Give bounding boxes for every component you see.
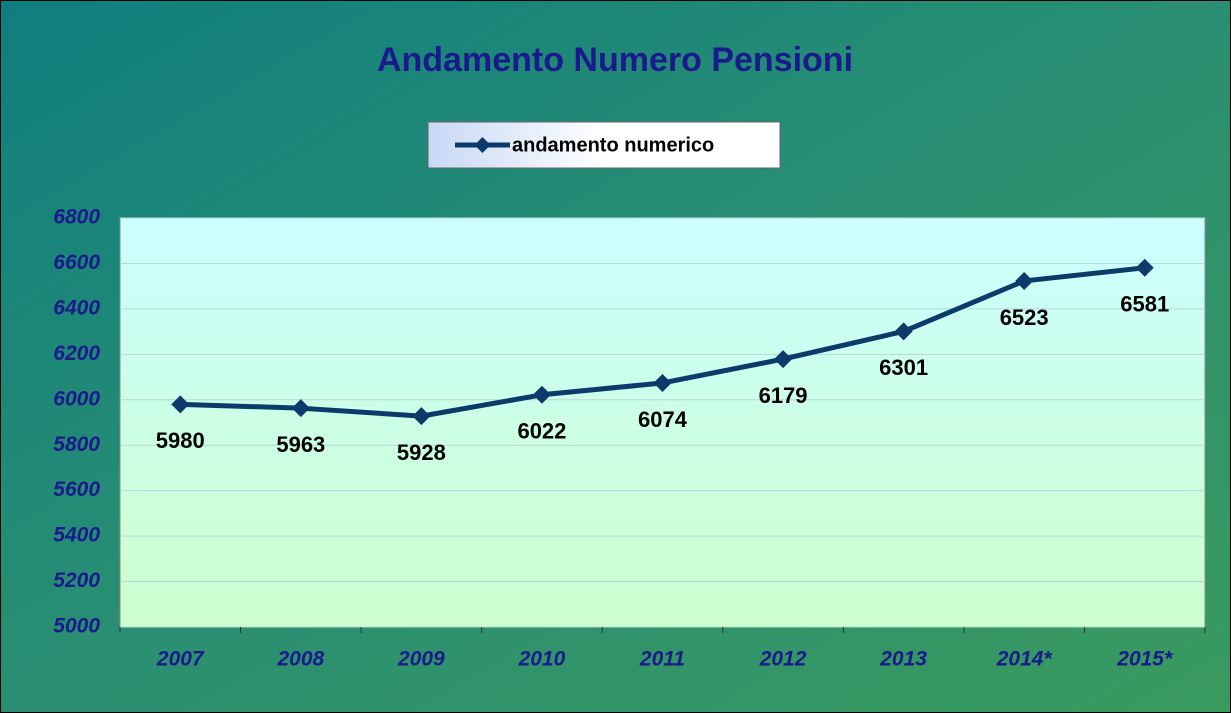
x-tick-label: 2013 [879,648,927,671]
marker [1015,271,1034,290]
x-tick-label: 2014* [996,648,1053,671]
x-tick-label: 2015* [1116,648,1173,671]
y-tick-label: 5400 [53,524,100,547]
data-label: 6022 [517,419,566,444]
data-label: 6074 [638,407,688,432]
x-tick-label: 2012 [759,648,807,671]
y-tick-label: 5800 [53,433,100,456]
y-tick-label: 5600 [53,478,100,501]
x-tick-label: 2008 [276,648,324,671]
marker [291,399,310,418]
x-tick-label: 2009 [397,648,445,671]
x-tick-label: 2011 [639,648,685,671]
data-label: 5928 [397,440,446,465]
data-label: 6301 [879,355,928,380]
y-tick-label: 6000 [53,387,100,410]
x-tick-label: 2010 [518,648,566,671]
x-tick-label: 2007 [156,648,205,671]
y-tick-label: 6400 [53,296,100,319]
data-label: 5980 [156,428,205,453]
legend-label: andamento numerico [512,134,714,156]
y-tick-label: 6800 [53,206,100,229]
marker [1135,258,1154,277]
legend-marker [474,137,491,153]
y-tick-label: 5200 [53,569,100,592]
chart-title: Andamento Numero Pensioni [377,41,853,79]
marker [532,385,551,404]
data-label: 5963 [276,432,325,457]
marker [171,395,190,414]
marker [653,373,672,392]
data-label: 6523 [1000,305,1049,330]
data-label: 6179 [759,383,808,408]
marker [774,350,793,369]
data-label: 6581 [1120,292,1169,317]
y-tick-label: 6200 [53,342,100,365]
y-tick-label: 6600 [53,251,100,274]
y-tick-label: 5000 [53,615,100,638]
marker [894,322,913,341]
marker [412,407,431,426]
